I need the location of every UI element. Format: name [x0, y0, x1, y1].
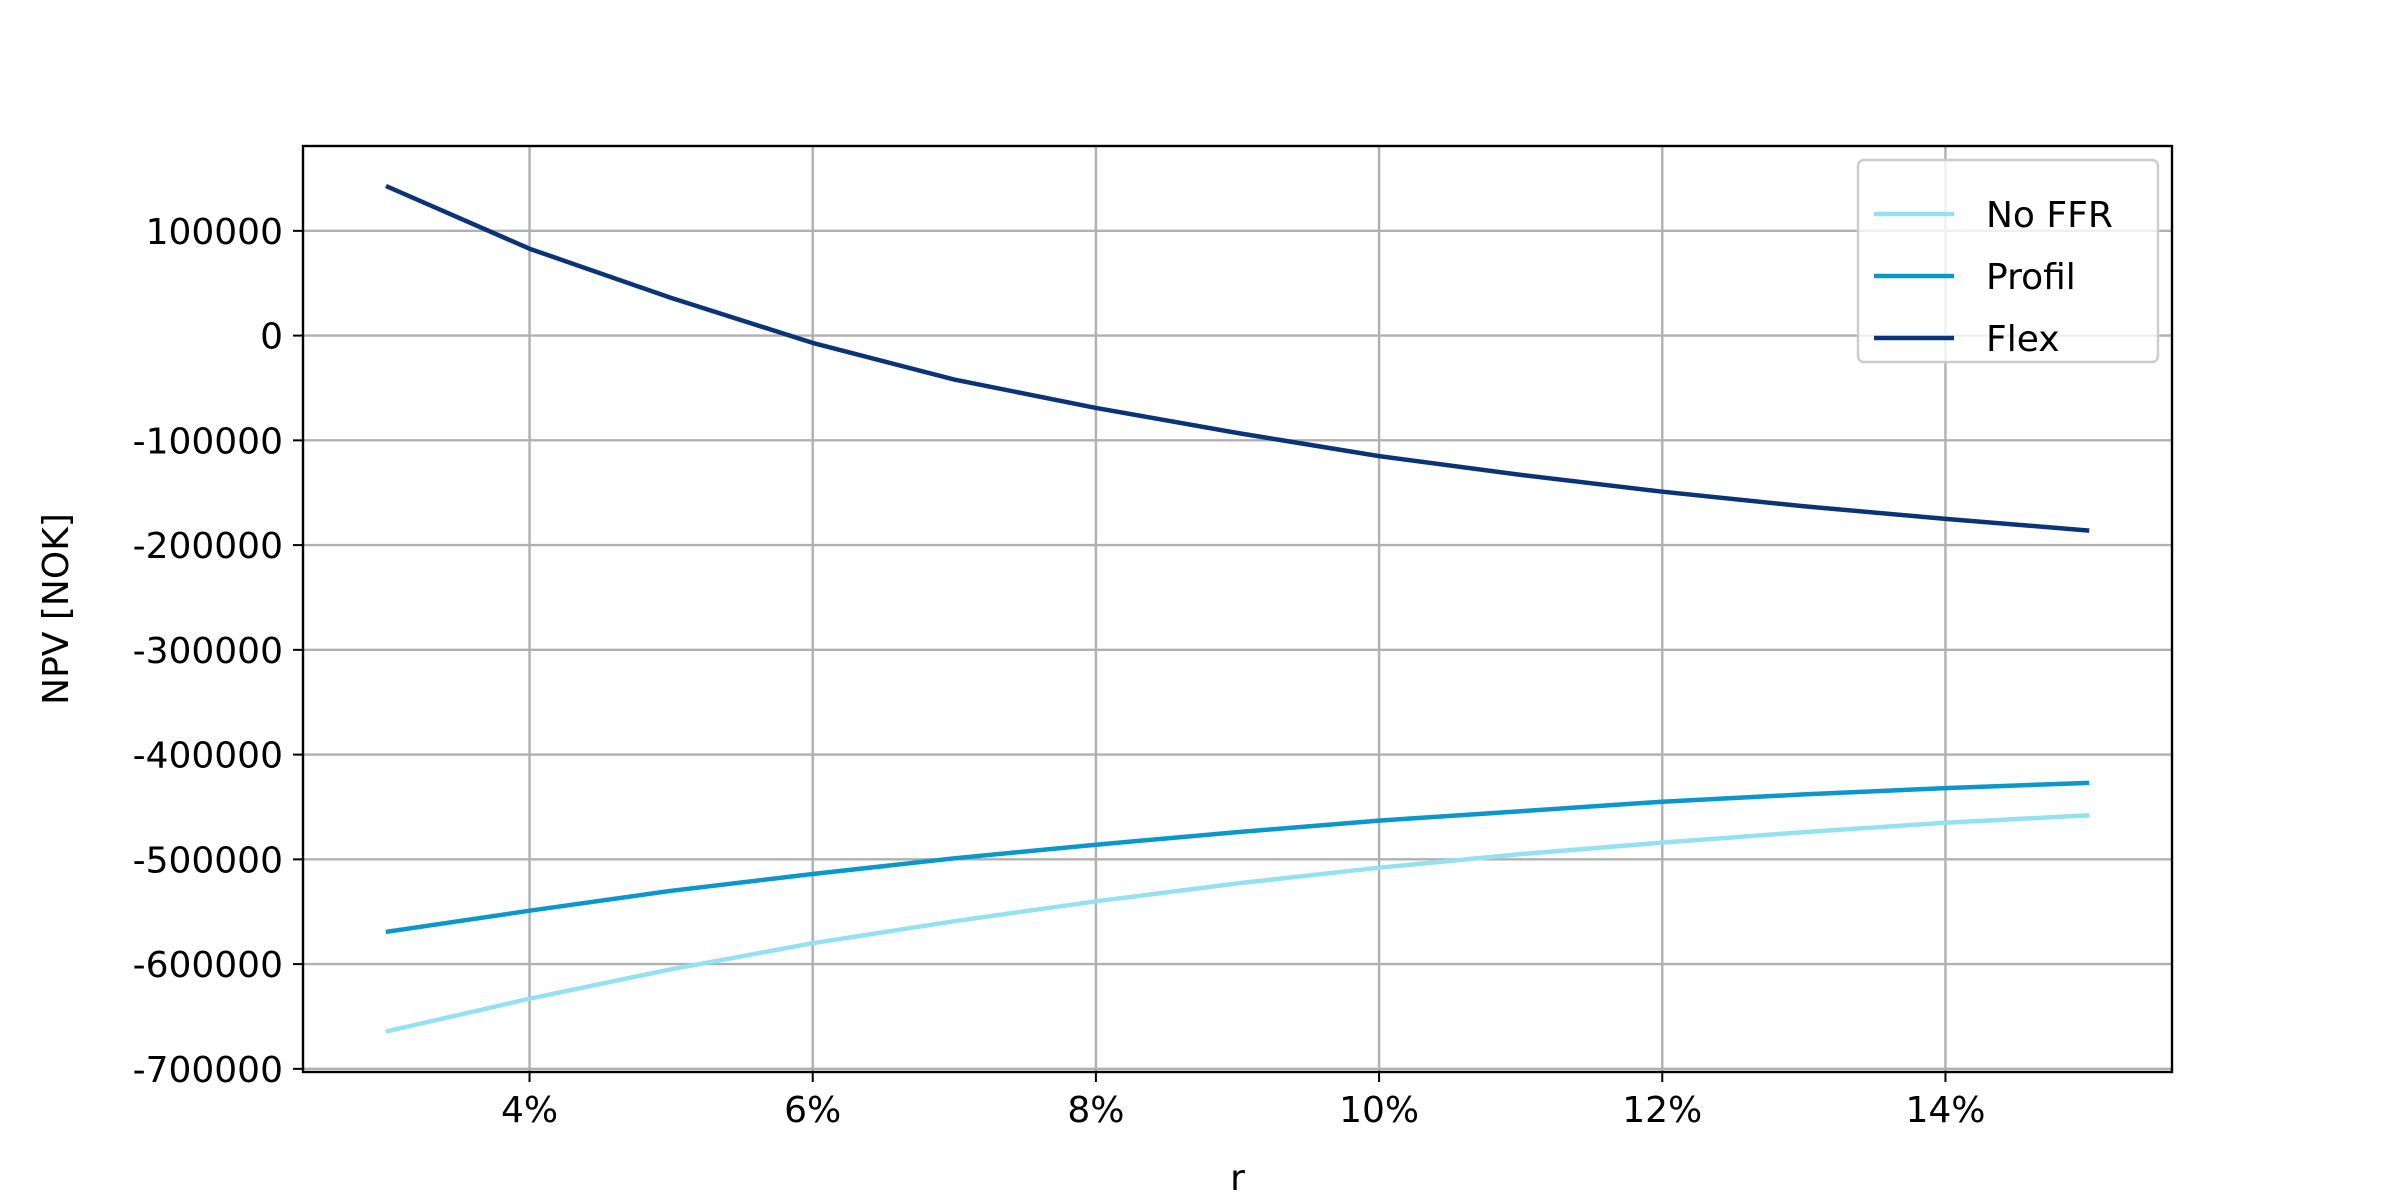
x-axis-label: r	[1230, 1158, 1245, 1199]
y-tick-label: 0	[260, 317, 283, 358]
x-tick-label: 6%	[784, 1090, 841, 1131]
legend: No FFR Profil Flex	[1856, 158, 2160, 364]
series-line-flex	[385, 183, 2090, 533]
y-tick-label: -500000	[133, 840, 283, 881]
y-tick-label: -600000	[133, 945, 283, 986]
x-axis-ticks: 4% 6% 8% 10% 12% 14%	[501, 1072, 1985, 1131]
x-tick-label: 10%	[1339, 1090, 1419, 1131]
y-tick-label: 100000	[146, 212, 283, 253]
y-axis-label: NPV [NOK]	[36, 513, 77, 705]
x-tick-label: 14%	[1905, 1090, 1985, 1131]
y-tick-label: -200000	[133, 526, 283, 567]
legend-box	[1856, 158, 2160, 364]
series-lines	[385, 183, 2090, 1034]
y-tick-label: -100000	[133, 421, 283, 462]
plot-frame	[301, 144, 2174, 1074]
x-tick-label: 12%	[1622, 1090, 1702, 1131]
series-line-no-ffr	[385, 813, 2090, 1034]
legend-label: Flex	[1986, 319, 2060, 360]
legend-label: Profil	[1986, 257, 2076, 298]
y-tick-label: -300000	[133, 631, 283, 672]
x-tick-label: 4%	[501, 1090, 558, 1131]
y-tick-label: -400000	[133, 736, 283, 777]
legend-label: No FFR	[1986, 195, 2113, 236]
y-tick-label: -700000	[133, 1050, 283, 1091]
x-tick-label: 8%	[1067, 1090, 1124, 1131]
y-axis-ticks: 100000 0 -100000 -200000 -300000 -400000 -5000…	[133, 212, 303, 1091]
series-line-profil	[385, 780, 2090, 935]
